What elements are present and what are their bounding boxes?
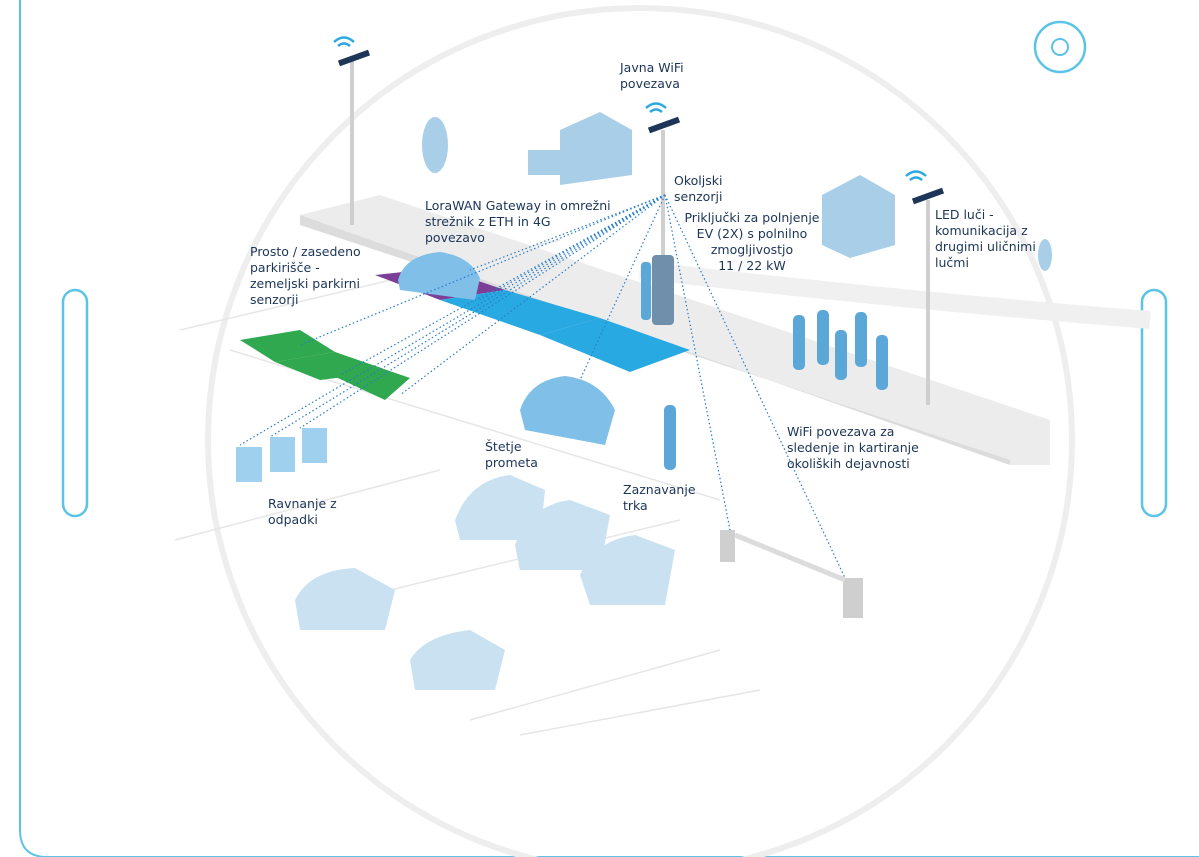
label-line: Štetje (485, 439, 522, 454)
car (520, 376, 615, 445)
path (638, 261, 1151, 329)
icon-button[interactable] (1033, 20, 1087, 74)
label-line: lučmi (935, 255, 969, 270)
label-line: Priključki za polnjenje (684, 210, 819, 225)
backdrop-circle (205, 5, 1075, 857)
connections (239, 194, 846, 579)
label-line: povezava (620, 76, 680, 91)
label-line: prometa (485, 455, 538, 470)
label-line: odpadki (268, 512, 318, 527)
label-line: zmogljivostjo (711, 242, 793, 257)
garage (528, 150, 568, 175)
label-line: strežnik z ETH in 4G (425, 214, 551, 229)
bins (236, 428, 327, 482)
label-line: drugimi uličnimi (935, 239, 1036, 254)
label-line: Ravnanje z (268, 496, 337, 511)
parking-free (240, 330, 335, 362)
label-line: povezavo (425, 230, 485, 245)
barrier-arm (734, 532, 846, 583)
tree (1038, 239, 1052, 271)
parking-free (275, 352, 385, 380)
side-pill (61, 288, 89, 518)
label-line: Javna WiFi (619, 60, 684, 75)
label-line: LED luči - (935, 207, 994, 222)
label-line: Okoljski (674, 173, 722, 188)
labels: Javna WiFipovezavaOkoljskisenzorjiLoraWA… (250, 60, 1036, 527)
label-line: okoliških dejavnosti (787, 456, 910, 471)
side-pill (1140, 288, 1168, 518)
tree (422, 117, 448, 173)
parked-cars (295, 475, 675, 690)
label-line: senzorji (250, 292, 298, 307)
label-line: senzorji (674, 189, 722, 204)
label-line: sledenje in kartiranje (787, 440, 919, 455)
label-line: parkirišče - (250, 260, 320, 275)
icon-inner (1051, 38, 1069, 56)
barrier (720, 530, 735, 562)
ev-spot (440, 290, 600, 335)
label-line: zemeljski parkirni (250, 276, 360, 291)
label-line: LoraWAN Gateway in omrežni (425, 198, 611, 213)
label-line: EV (2X) s polnilno (697, 226, 808, 241)
sidewalk (300, 195, 1050, 465)
people (641, 262, 888, 470)
charger (652, 255, 674, 325)
barrier (843, 578, 863, 618)
label-line: Zaznavanje (623, 482, 696, 497)
solar-panels (337, 49, 945, 205)
label-line: trka (623, 498, 648, 513)
label-line: komunikacija z (935, 223, 1028, 238)
house (822, 175, 895, 258)
car (398, 252, 480, 300)
wifi-icons (333, 36, 927, 182)
label-line: Prosto / zasedeno (250, 244, 361, 259)
ev-spot (540, 318, 690, 372)
label-line: 11 / 22 kW (718, 258, 786, 273)
house (560, 112, 632, 185)
label-line: WiFi povezava za (787, 424, 894, 439)
